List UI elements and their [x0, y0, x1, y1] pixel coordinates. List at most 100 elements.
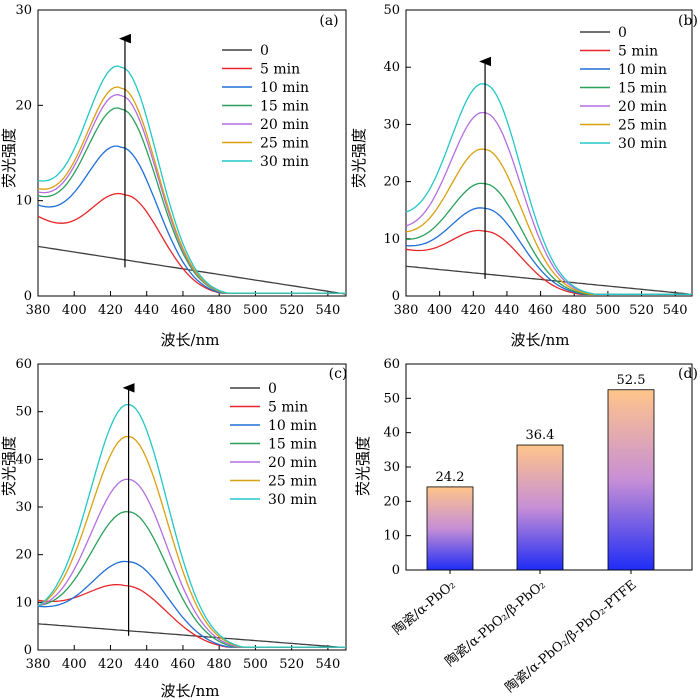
y-tick-label: 30: [383, 117, 400, 132]
bar: [516, 444, 564, 571]
legend-label: 10 min: [260, 80, 309, 96]
x-tick-label: 440: [134, 303, 159, 318]
y-tick-label: 30: [15, 3, 32, 18]
y-tick-label: 60: [15, 357, 32, 372]
x-tick-label: 540: [315, 657, 340, 672]
series-line-6: [37, 65, 346, 294]
x-tick-label: 500: [243, 303, 268, 318]
x-tick-label: 520: [629, 303, 654, 318]
legend-label: 5 min: [260, 62, 300, 78]
panel-label: (b): [678, 13, 698, 29]
y-axis-label: 荧光强度: [0, 436, 18, 496]
y-tick-label: 50: [15, 405, 32, 420]
x-tick-label: 480: [207, 303, 232, 318]
y-tick-label: 50: [383, 391, 400, 406]
y-tick-label: 10: [15, 194, 32, 209]
y-tick-label: 50: [383, 3, 400, 18]
legend-label: 5 min: [618, 44, 658, 60]
legend-label: 30 min: [268, 492, 317, 508]
x-tick-label: 380: [26, 303, 51, 318]
x-tick-label: 460: [171, 303, 196, 318]
series-line-6: [405, 83, 692, 295]
legend-label: 20 min: [268, 455, 317, 471]
x-tick-label: 400: [62, 657, 87, 672]
y-tick-label: 20: [15, 98, 32, 113]
x-tick-label: 400: [62, 303, 87, 318]
legend-label: 0: [618, 25, 627, 41]
x-axis-label: 波长/nm: [511, 331, 570, 349]
panel-label: (c): [329, 366, 348, 382]
x-tick-label: 460: [171, 657, 196, 672]
legend-label: 0: [260, 43, 269, 59]
legend-label: 25 min: [618, 118, 667, 134]
x-tick-label: 540: [315, 303, 340, 318]
legend-label: 25 min: [260, 136, 309, 152]
y-axis-label: 荧光强度: [0, 128, 18, 188]
legend-label: 0: [268, 381, 277, 397]
y-tick-label: 0: [392, 563, 400, 578]
series-line-1: [405, 229, 692, 295]
y-axis-label: 荧光强度: [350, 128, 368, 188]
x-tick-label: 440: [134, 657, 159, 672]
x-axis-label: 波长/nm: [161, 682, 220, 700]
x-tick-label: 500: [595, 303, 620, 318]
y-tick-label: 10: [383, 529, 400, 544]
series-line-0: [37, 245, 347, 295]
plot-frame: [405, 9, 693, 297]
y-tick-label: 40: [383, 60, 400, 75]
panel-label: (d): [678, 366, 698, 382]
x-tick-label: 460: [528, 303, 553, 318]
series-line-0: [405, 265, 693, 295]
panel-d: (d) 荧光强度 0 10 20 30 40 50 60 24.2 陶瓷/α-PbO₂ 36.4 陶…: [354, 357, 698, 696]
x-tick-label: 540: [663, 303, 688, 318]
legend-label: 20 min: [260, 117, 309, 133]
legend-label: 30 min: [260, 154, 309, 170]
series-line-2: [37, 560, 346, 648]
y-axis-label: 荧光强度: [354, 436, 372, 496]
x-tick-label: 380: [26, 657, 51, 672]
legend-label: 5 min: [268, 400, 308, 416]
x-axis-label: 波长/nm: [161, 331, 220, 349]
series-line-6: [37, 403, 346, 648]
bar: [607, 389, 655, 571]
bar: [426, 486, 474, 571]
y-tick-label: 0: [24, 643, 32, 658]
legend-label: 15 min: [618, 81, 667, 97]
legend-label: 15 min: [268, 437, 317, 453]
x-tick-label: 480: [562, 303, 587, 318]
legend-label: 20 min: [618, 99, 667, 115]
series-line-0: [37, 623, 347, 649]
x-tick-label: 420: [461, 303, 486, 318]
panel-label: (a): [319, 13, 338, 29]
category-label: 陶瓷/α-PbO₂/β-PbO₂: [442, 577, 549, 670]
series-line-1: [37, 192, 346, 294]
y-tick-label: 0: [24, 289, 32, 304]
y-tick-label: 0: [392, 289, 400, 304]
data-label: 52.5: [617, 373, 646, 388]
category-label: 陶瓷/α-PbO₂: [390, 577, 459, 638]
legend-label: 15 min: [260, 99, 309, 115]
y-tick-label: 20: [15, 548, 32, 563]
x-tick-label: 480: [207, 657, 232, 672]
plot-frame: [37, 9, 347, 297]
x-tick-label: 380: [394, 303, 419, 318]
x-tick-label: 420: [98, 657, 123, 672]
legend-label: 10 min: [618, 62, 667, 78]
y-tick-label: 20: [383, 175, 400, 190]
y-tick-label: 30: [15, 500, 32, 515]
legend-label: 30 min: [618, 136, 667, 152]
legend-label: 10 min: [268, 418, 317, 434]
data-label: 24.2: [436, 470, 465, 485]
x-tick-label: 520: [279, 303, 304, 318]
data-label: 36.4: [526, 428, 555, 443]
legend-label: 25 min: [268, 474, 317, 490]
panel-b: (b) 波长/nm 荧光强度 380 400 420 440 460 480 500 520 5…: [350, 3, 698, 349]
y-tick-label: 10: [15, 595, 32, 610]
y-tick-label: 40: [15, 452, 32, 467]
series-line-2: [405, 207, 692, 295]
y-tick-label: 60: [383, 357, 400, 372]
y-tick-label: 40: [383, 426, 400, 441]
x-tick-label: 500: [243, 657, 268, 672]
y-tick-label: 10: [383, 232, 400, 247]
panel-a: (a) 波长/nm 荧光强度 380 400 420 440 460 480 500 520 5…: [0, 3, 347, 349]
